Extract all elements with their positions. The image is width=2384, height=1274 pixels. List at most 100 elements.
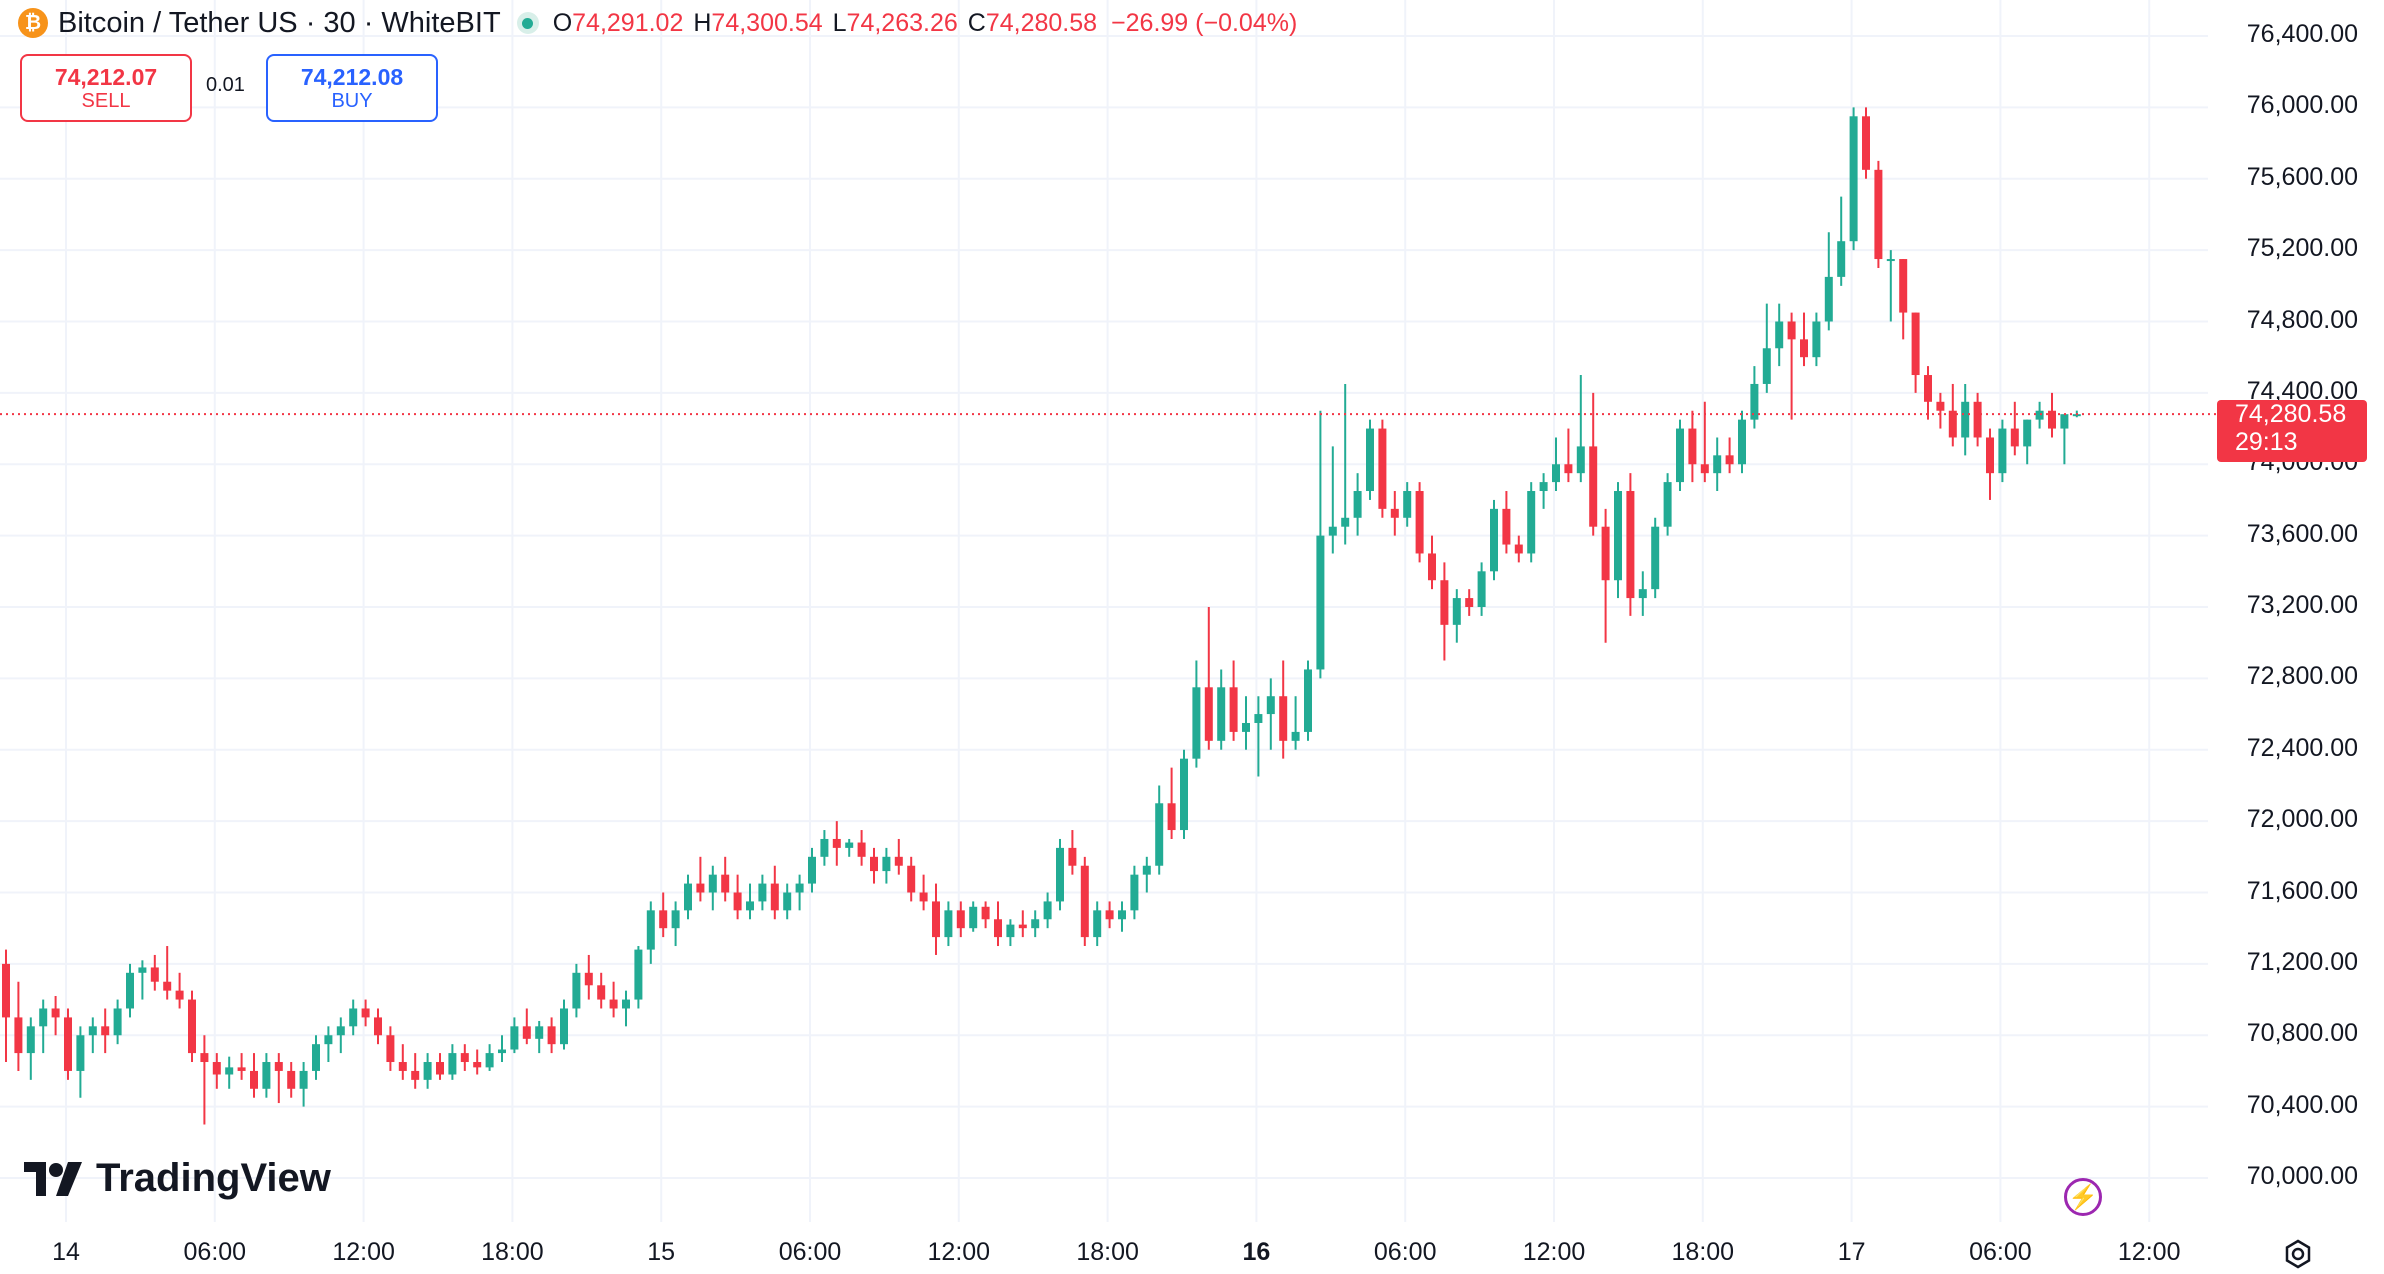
candle-body (1626, 491, 1635, 599)
candle (411, 1053, 420, 1089)
candle (1738, 410, 1746, 474)
candle (374, 1008, 382, 1045)
candle-body (1961, 401, 1970, 438)
candle (1006, 919, 1015, 947)
candle (1068, 830, 1077, 875)
sell-button[interactable]: 74,212.07 SELL (20, 54, 192, 122)
candle-body (423, 1062, 432, 1080)
candle (1477, 562, 1486, 616)
candle (1750, 366, 1759, 429)
candle-body (76, 1035, 85, 1071)
candle (584, 954, 593, 1000)
candle (746, 883, 754, 920)
candle-body (1676, 428, 1684, 483)
candle (1862, 107, 1870, 179)
candle (907, 856, 916, 902)
candle-body (659, 910, 668, 929)
candle (1837, 196, 1846, 286)
candle (1304, 660, 1312, 741)
candle (1403, 482, 1412, 527)
candle-body (88, 1026, 97, 1036)
candle (1762, 303, 1771, 393)
candle-body (1911, 312, 1920, 376)
candle (1998, 419, 2007, 483)
candle-body (212, 1062, 221, 1075)
candle-body (1316, 535, 1325, 670)
candle-body (398, 1062, 407, 1071)
candle (1118, 901, 1126, 932)
candle-body (460, 1053, 469, 1063)
candle (944, 901, 953, 947)
candle (1390, 491, 1399, 536)
candle-body (138, 967, 147, 973)
candle (1490, 499, 1498, 581)
candle-body (361, 1008, 370, 1018)
candle (721, 856, 730, 902)
candle (473, 1049, 482, 1075)
symbol-title[interactable]: Bitcoin / Tether US · 30 · WhiteBIT (58, 6, 501, 39)
candle (1626, 473, 1635, 616)
candle (894, 838, 903, 875)
time-tick-label: 15 (647, 1238, 676, 1266)
candle (39, 999, 48, 1054)
candle (423, 1053, 432, 1089)
candle-body (1874, 169, 1883, 260)
candle (1576, 375, 1585, 483)
candle-body (808, 856, 816, 884)
candle (572, 963, 581, 1018)
candle-body (894, 856, 903, 866)
candle-body (1663, 482, 1672, 527)
candle (64, 1008, 72, 1080)
candle-body (1924, 375, 1932, 402)
market-status-icon (516, 12, 539, 34)
candle (1142, 856, 1151, 893)
candle (1502, 491, 1511, 554)
candle-body (1502, 508, 1511, 545)
candle-body (26, 1026, 35, 1054)
candle (1539, 473, 1548, 509)
candle-body (1229, 687, 1238, 732)
candle-body (932, 901, 940, 938)
candle-body (870, 856, 878, 872)
candle (2023, 419, 2032, 465)
candle (1874, 160, 1883, 268)
candle (1936, 392, 1945, 429)
candle (274, 1053, 283, 1104)
candle-body (1973, 401, 1982, 438)
candle (361, 999, 370, 1027)
tradingview-logo[interactable]: TradingView (24, 1156, 331, 1201)
price-tick-label: 73,600.00 (2246, 519, 2358, 548)
time-tick-label: 14 (52, 1238, 80, 1266)
candle (622, 990, 630, 1027)
candle-body (1031, 919, 1040, 929)
candle-body (1490, 508, 1498, 572)
candle (857, 830, 866, 866)
candle (1638, 571, 1647, 616)
gear-icon[interactable] (2280, 1236, 2316, 1272)
candle-body (1155, 803, 1164, 866)
candle (212, 1053, 221, 1089)
lightning-bolt-icon[interactable]: ⚡ (2064, 1178, 2102, 1216)
candle (1564, 428, 1573, 483)
candle (398, 1044, 407, 1080)
candle (535, 1020, 544, 1054)
candle-body (1477, 571, 1486, 607)
candle-body (200, 1053, 209, 1063)
candle (1428, 535, 1436, 590)
candle (1849, 107, 1858, 251)
candle (88, 1017, 97, 1054)
candle-body (225, 1067, 234, 1075)
candle (1229, 660, 1238, 741)
candle-body (39, 1008, 48, 1027)
candle-body (1589, 446, 1598, 527)
candle-body (1403, 491, 1412, 518)
candle-body (1192, 687, 1201, 759)
buy-button[interactable]: 74,212.08 BUY (266, 54, 438, 122)
candle (113, 999, 122, 1045)
time-tick-label: 16 (1242, 1238, 1271, 1266)
open-value: 74,291.02 (572, 8, 684, 37)
candle-body (1390, 508, 1399, 518)
candle-body (584, 972, 593, 986)
candle-body (237, 1067, 246, 1071)
candle-body (510, 1026, 519, 1050)
